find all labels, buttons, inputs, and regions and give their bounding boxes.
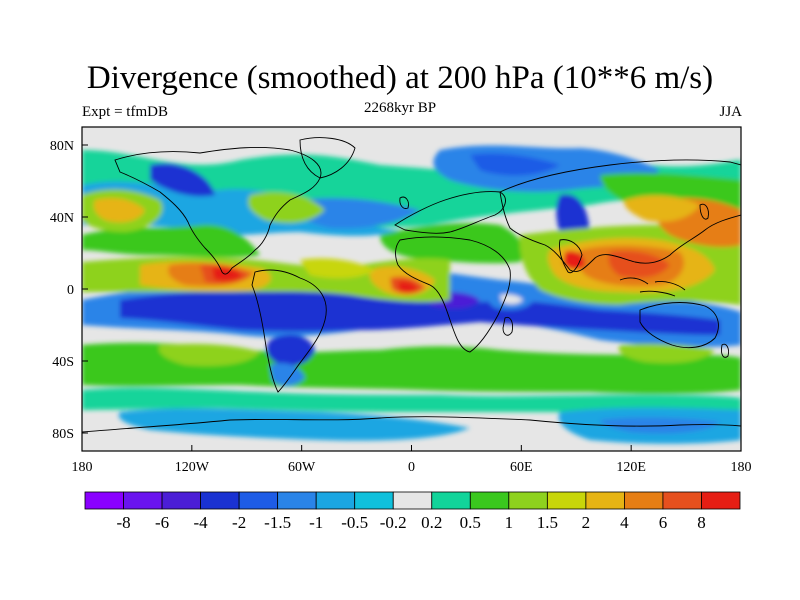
field-blob xyxy=(380,223,524,264)
colorbar-label: -0.2 xyxy=(380,513,407,532)
colorbar-label: 0.2 xyxy=(421,513,442,532)
x-axis: 180 120W 60W 0 60E 120E 180 xyxy=(72,445,752,475)
colorbar-label: -2 xyxy=(232,513,246,532)
season-label: JJA xyxy=(719,104,742,120)
y-axis: 80N 40N 0 40S 80S xyxy=(50,139,88,442)
x-tick-label: 120W xyxy=(175,460,210,475)
coastlines xyxy=(82,137,741,433)
coastline-maritime xyxy=(619,277,686,297)
field-blob xyxy=(118,408,470,441)
field-blob xyxy=(158,343,260,367)
colorbar-swatch xyxy=(392,491,433,510)
colorbar-label: 0.5 xyxy=(460,513,481,532)
colorbar-swatch xyxy=(546,491,587,510)
x-tick-label: 60E xyxy=(510,460,533,475)
time-label: 2268kyr BP xyxy=(363,100,437,116)
colorbar-swatch xyxy=(161,491,201,510)
colorbar-swatch xyxy=(315,491,356,510)
x-tick-label: 0 xyxy=(408,460,415,475)
colorbar-swatch xyxy=(508,491,548,510)
field-blob xyxy=(563,250,585,270)
field-blob xyxy=(470,153,560,176)
chart-title: Divergence (smoothed) at 200 hPa (10**6 … xyxy=(86,60,714,96)
colorbar-label: 1 xyxy=(505,513,514,532)
y-tick-label: 40S xyxy=(52,355,74,370)
colorbar-swatch xyxy=(701,491,741,510)
coastline-antarctica xyxy=(82,416,741,433)
colorbar-label: 6 xyxy=(659,513,668,532)
coastline-new-zealand xyxy=(721,343,729,358)
coastline-india xyxy=(559,239,583,274)
colorbar-swatch xyxy=(123,491,163,510)
colorbar-swatch xyxy=(277,491,317,510)
field-blob xyxy=(300,258,375,279)
x-tick-label: 180 xyxy=(72,460,93,475)
coastline-south-america xyxy=(251,269,327,393)
x-tick-label: 180 xyxy=(731,460,752,475)
colorbar-label: -0.5 xyxy=(341,513,368,532)
coastline-australia xyxy=(639,302,719,349)
field-blob xyxy=(608,250,670,278)
field-blob xyxy=(120,287,720,335)
coastline-madagascar xyxy=(502,316,513,336)
colorbar-swatch xyxy=(431,491,471,510)
coastline-europe xyxy=(394,191,506,234)
field-shapes xyxy=(82,145,741,444)
field-blob xyxy=(266,334,315,366)
colorbar: -8 -6 -4 -2 -1.5 -1 -0.5 -0.2 0.2 0.5 1 1.5 2 4 6 8 xyxy=(84,491,741,532)
colorbar-swatch xyxy=(200,491,240,510)
colorbar-swatch xyxy=(354,491,394,510)
colorbar-swatch xyxy=(469,491,510,510)
field-blob xyxy=(248,192,325,223)
colorbar-label: -8 xyxy=(116,513,130,532)
experiment-label: Expt = tfmDB xyxy=(82,104,168,120)
colorbar-label: 8 xyxy=(697,513,706,532)
colorbar-label: 1.5 xyxy=(537,513,558,532)
field-blob xyxy=(624,195,700,222)
field-blob xyxy=(296,198,420,229)
x-tick-label: 120E xyxy=(616,460,646,475)
colorbar-swatch xyxy=(238,491,279,510)
colorbar-swatch xyxy=(624,491,664,510)
field-blob xyxy=(93,198,145,223)
field-blob xyxy=(398,281,418,293)
colorbar-label: -4 xyxy=(194,513,209,532)
y-tick-label: 80S xyxy=(52,427,74,442)
colorbar-label: 4 xyxy=(620,513,629,532)
field-blob xyxy=(212,267,242,281)
colorbar-label: -1.5 xyxy=(264,513,291,532)
coastline-north-america xyxy=(114,147,322,275)
colorbar-swatch xyxy=(585,491,625,510)
divergence-field xyxy=(82,127,741,451)
field-blob xyxy=(82,387,741,412)
field-blob xyxy=(150,163,215,197)
colorbar-label: 2 xyxy=(582,513,591,532)
colorbar-label: -1 xyxy=(309,513,323,532)
colorbar-swatch xyxy=(84,491,124,510)
colorbar-label: -6 xyxy=(155,513,169,532)
coastline-greenland xyxy=(299,137,356,179)
y-tick-label: 40N xyxy=(50,211,74,226)
coastline-japan xyxy=(699,203,709,220)
colorbar-swatch xyxy=(662,491,702,510)
coastline-africa xyxy=(395,236,511,353)
coastline-uk xyxy=(399,196,409,209)
y-tick-label: 0 xyxy=(67,283,74,298)
x-tick-label: 60W xyxy=(288,460,316,475)
field-blob xyxy=(618,343,715,364)
field-blob xyxy=(82,224,260,258)
coastline-asia xyxy=(499,159,741,273)
y-tick-label: 80N xyxy=(50,139,74,154)
